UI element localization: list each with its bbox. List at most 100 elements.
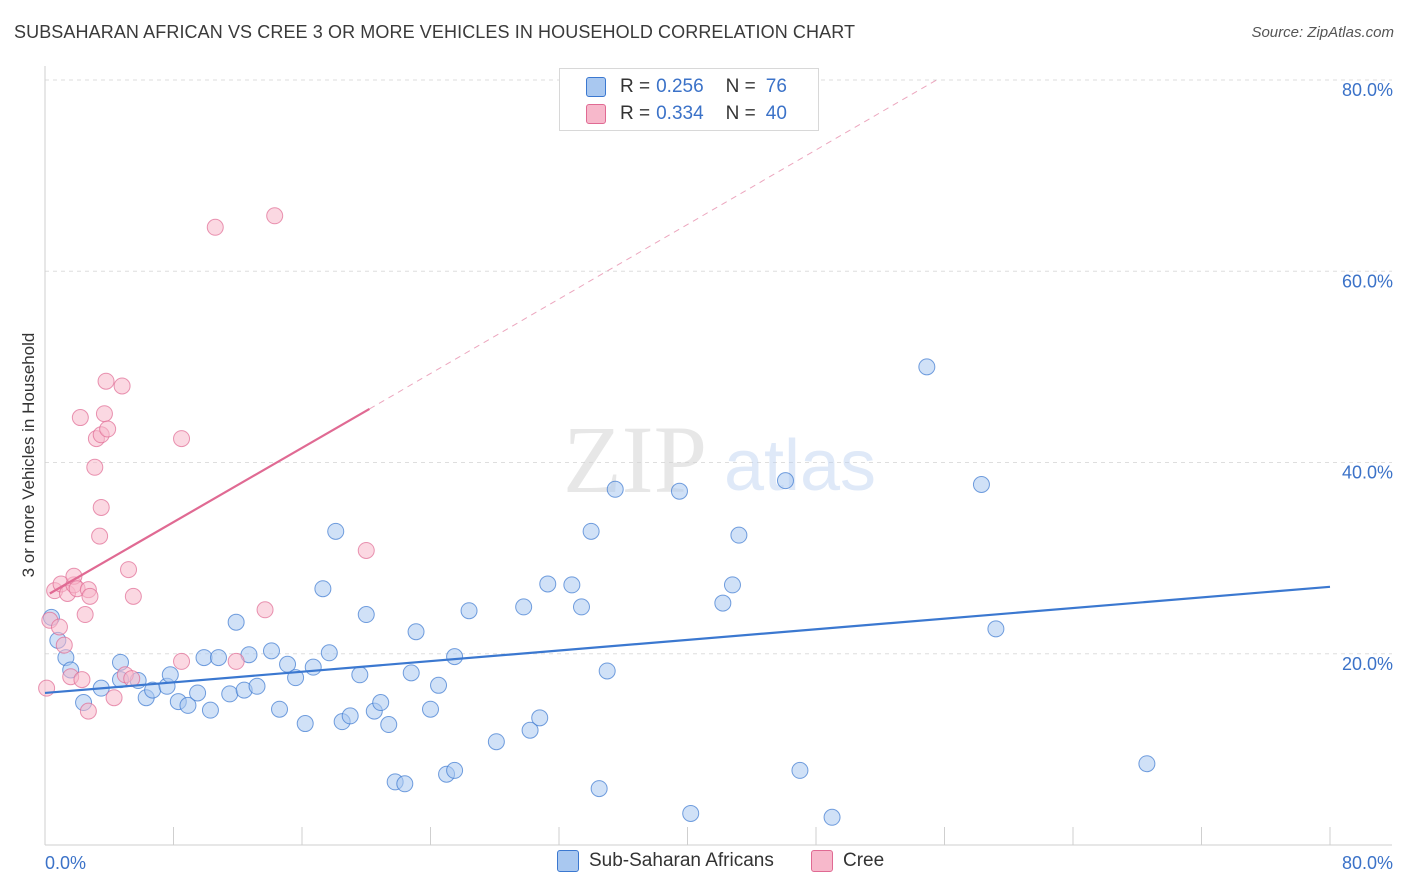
point-cree	[76, 606, 94, 624]
point-sub-saharan	[515, 598, 533, 616]
point-cree	[123, 670, 141, 688]
y-tick-label: 20.0%	[1342, 654, 1393, 674]
legend-r-value: 0.334	[656, 103, 704, 124]
series-swatch-sub-saharan	[557, 850, 579, 872]
point-sub-saharan	[791, 761, 809, 779]
point-sub-saharan	[918, 358, 936, 376]
point-sub-saharan	[460, 602, 478, 620]
point-sub-saharan	[201, 701, 219, 719]
point-sub-saharan	[407, 623, 425, 641]
point-sub-saharan	[372, 694, 390, 712]
point-cree	[124, 587, 142, 605]
axes	[44, 66, 1392, 846]
point-sub-saharan	[327, 522, 345, 540]
chart-title: SUBSAHARAN AFRICAN VS CREE 3 OR MORE VEH…	[14, 22, 856, 42]
point-cree	[266, 207, 284, 225]
trend-line-cree	[49, 407, 371, 595]
point-sub-saharan	[161, 666, 179, 684]
point-sub-saharan	[563, 576, 581, 594]
legend-r-label: R =	[620, 103, 651, 124]
point-sub-saharan	[1138, 755, 1156, 773]
point-sub-saharan	[396, 775, 414, 793]
legend-n-value: 76	[765, 76, 787, 97]
legend: R = 0.256 N = 76 R = 0.334 N = 40	[559, 68, 819, 131]
y-tick-label: 60.0%	[1342, 271, 1393, 291]
grid-lines	[45, 79, 1392, 655]
watermark-atlas: atlas	[724, 426, 876, 506]
point-sub-saharan	[422, 700, 439, 718]
point-cree	[95, 405, 113, 423]
point-cree	[120, 561, 138, 579]
point-sub-saharan	[227, 613, 245, 631]
tick-labels: 20.0% 40.0% 60.0% 80.0% 0.0% 80.0%	[45, 80, 1393, 873]
point-sub-saharan	[730, 526, 748, 544]
point-sub-saharan	[539, 575, 557, 593]
point-cree	[92, 498, 110, 516]
legend-row-cree: R = 0.334 N = 40	[586, 101, 787, 127]
point-cree	[97, 372, 115, 390]
point-sub-saharan	[972, 475, 990, 493]
series-legend: Sub-Saharan Africans Cree	[0, 850, 1406, 878]
series-legend-sub-saharan[interactable]: Sub-Saharan Africans	[557, 850, 774, 872]
point-sub-saharan	[248, 677, 266, 695]
point-cree	[357, 541, 375, 559]
point-sub-saharan	[446, 761, 464, 779]
point-cree	[81, 587, 99, 605]
point-cree	[55, 636, 73, 654]
series-label-sub-saharan: Sub-Saharan Africans	[589, 850, 774, 871]
point-sub-saharan	[598, 662, 616, 680]
point-sub-saharan	[262, 642, 280, 660]
point-sub-saharan	[357, 606, 375, 624]
legend-r-value: 0.256	[656, 76, 704, 97]
point-sub-saharan	[380, 716, 398, 734]
point-sub-saharan	[487, 733, 505, 751]
x-tick-label: 0.0%	[45, 853, 86, 873]
legend-swatch-cree	[586, 104, 606, 124]
point-sub-saharan	[823, 808, 841, 826]
y-tick-label: 80.0%	[1342, 80, 1393, 100]
series-sub-saharan-points	[42, 358, 1156, 826]
point-cree	[86, 458, 104, 476]
trend-lines	[44, 79, 1331, 695]
point-sub-saharan	[430, 676, 448, 694]
point-sub-saharan	[314, 580, 332, 598]
series-label-cree: Cree	[843, 850, 885, 871]
trend-line-sub-saharan	[44, 585, 1331, 695]
point-sub-saharan	[320, 644, 338, 662]
point-sub-saharan	[531, 709, 549, 727]
point-cree	[256, 601, 274, 619]
y-tick-label: 40.0%	[1342, 463, 1393, 483]
point-sub-saharan	[446, 648, 464, 666]
point-cree	[91, 527, 109, 545]
point-sub-saharan	[714, 594, 732, 612]
source-label: Source: ZipAtlas.com	[1251, 24, 1394, 41]
point-sub-saharan	[209, 649, 227, 667]
point-sub-saharan	[271, 700, 289, 718]
point-cree	[173, 430, 191, 448]
point-sub-saharan	[776, 472, 794, 490]
point-sub-saharan	[341, 707, 359, 725]
point-cree	[71, 409, 89, 427]
legend-n-label: N =	[725, 103, 756, 124]
point-sub-saharan	[606, 480, 624, 498]
point-sub-saharan	[682, 804, 700, 822]
legend-row-sub-saharan: R = 0.256 N = 76	[586, 74, 787, 100]
legend-swatch-sub-saharan	[586, 77, 606, 97]
y-axis-label: 3 or more Vehicles in Household	[19, 333, 38, 578]
point-sub-saharan	[670, 482, 688, 500]
point-cree	[105, 689, 123, 707]
point-sub-saharan	[179, 696, 197, 714]
point-sub-saharan	[221, 685, 239, 703]
point-sub-saharan	[304, 658, 322, 676]
point-cree	[227, 652, 245, 670]
legend-n-label: N =	[725, 76, 756, 97]
point-cree	[206, 218, 224, 236]
point-sub-saharan	[582, 522, 600, 540]
point-sub-saharan	[189, 684, 207, 702]
series-legend-cree[interactable]: Cree	[811, 850, 884, 872]
point-sub-saharan	[590, 780, 608, 798]
point-cree	[73, 671, 91, 689]
point-sub-saharan	[987, 620, 1005, 638]
point-sub-saharan	[195, 649, 213, 667]
